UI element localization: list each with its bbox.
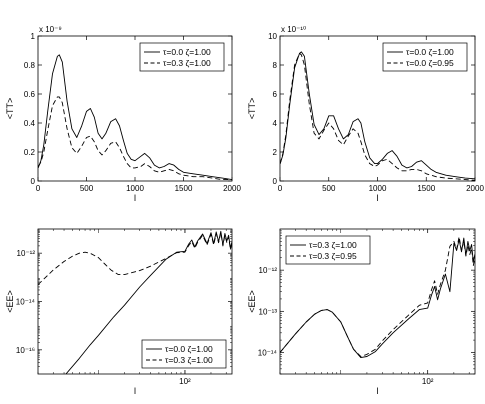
y-tick-label: 10⁻¹⁴ bbox=[258, 348, 278, 357]
chart-panel-top-right: 0 500 1000 1500 2000 0 2 4 6 8 10 l <TT> x 10⁻¹⁰ τ=0.0… bbox=[247, 25, 484, 203]
x-axis-label: l bbox=[377, 386, 379, 396]
series-line-2 bbox=[280, 236, 475, 357]
legend-box bbox=[141, 339, 227, 369]
legend-entry-2: τ=0.0 ζ=0.95 bbox=[406, 58, 454, 68]
y-tick-label: 8 bbox=[273, 61, 278, 70]
y-tick-label: 0.4 bbox=[24, 119, 36, 128]
x-tick-label: 500 bbox=[80, 184, 94, 193]
x-tick-label: 0 bbox=[278, 184, 283, 193]
y-tick-label: 0.6 bbox=[24, 90, 36, 99]
y-axis-label: <EE> bbox=[5, 290, 15, 313]
y-tick-label: 10⁻¹² bbox=[17, 249, 36, 258]
y-tick-label: 0 bbox=[31, 177, 36, 186]
legend-entry-2: τ=0.3 ζ=1.00 bbox=[165, 355, 213, 365]
x-tick-label: 0 bbox=[36, 184, 41, 193]
legend: τ=0.3 ζ=1.00τ=0.3 ζ=0.95 bbox=[285, 235, 371, 265]
legend: τ=0.0 ζ=1.00τ=0.3 ζ=1.00 bbox=[139, 42, 225, 72]
chart-panel-bottom-right: 10² 10⁻¹⁴ 10⁻¹³ 10⁻¹² l <EE> τ=0.3 ζ=1.00τ=0.3… bbox=[247, 228, 476, 396]
series-line-2 bbox=[38, 232, 232, 285]
y-exponent-label: x 10⁻¹⁰ bbox=[281, 25, 306, 34]
y-exponent-label: x 10⁻⁹ bbox=[39, 25, 62, 34]
y-tick-label: 0.2 bbox=[24, 148, 36, 157]
x-tick-label: 10² bbox=[422, 377, 434, 386]
y-tick-label: 0 bbox=[273, 177, 278, 186]
series-line-1 bbox=[280, 237, 475, 359]
legend-entry-1: τ=0.3 ζ=1.00 bbox=[309, 240, 357, 250]
chart-panel-bottom-left: 10² 10⁻¹⁶ 10⁻¹⁴ 10⁻¹² l <EE> τ=0.0 ζ=1.00τ=0.3… bbox=[5, 228, 233, 396]
y-axis-label: <EE> bbox=[247, 290, 257, 313]
y-tick-label: 6 bbox=[273, 90, 278, 99]
legend-box bbox=[382, 42, 468, 72]
x-tick-label: 1500 bbox=[175, 184, 193, 193]
plot-frame bbox=[279, 228, 476, 375]
x-tick-label: 1000 bbox=[369, 184, 387, 193]
series-line-1 bbox=[280, 51, 475, 180]
chart-panel-top-left: 0 500 1000 1500 2000 0 0.2 0.4 0.6 0.8 1 l <TT> x 10⁻… bbox=[5, 25, 241, 203]
legend-entry-1: τ=0.0 ζ=1.00 bbox=[165, 344, 213, 354]
series-line-2 bbox=[38, 96, 232, 181]
y-tick-label: 4 bbox=[273, 119, 278, 128]
x-tick-label: 2000 bbox=[466, 184, 484, 193]
x-tick-label: 1000 bbox=[126, 184, 144, 193]
x-tick-label: 2000 bbox=[223, 184, 241, 193]
y-axis-label: <TT> bbox=[247, 98, 257, 120]
legend: τ=0.0 ζ=1.00τ=0.3 ζ=1.00 bbox=[141, 339, 227, 369]
y-tick-label: 10⁻¹⁴ bbox=[16, 298, 36, 307]
x-axis-label: l bbox=[134, 386, 136, 396]
y-tick-label: 10⁻¹⁶ bbox=[16, 346, 35, 355]
legend: τ=0.0 ζ=1.00τ=0.0 ζ=0.95 bbox=[382, 42, 468, 72]
legend-box bbox=[139, 42, 225, 72]
x-tick-label: 1500 bbox=[417, 184, 435, 193]
legend-entry-1: τ=0.0 ζ=1.00 bbox=[406, 47, 454, 57]
y-tick-label: 10 bbox=[268, 32, 277, 41]
legend-entry-1: τ=0.0 ζ=1.00 bbox=[163, 47, 211, 57]
x-tick-label: 500 bbox=[322, 184, 336, 193]
y-axis-label: <TT> bbox=[5, 98, 15, 120]
series-line-1 bbox=[38, 54, 232, 181]
x-axis-label: l bbox=[377, 193, 379, 203]
y-tick-label: 2 bbox=[273, 148, 278, 157]
legend-entry-2: τ=0.3 ζ=0.95 bbox=[309, 251, 357, 261]
y-tick-label: 10⁻¹² bbox=[259, 266, 278, 275]
legend-entry-2: τ=0.3 ζ=1.00 bbox=[163, 58, 211, 68]
legend-box bbox=[285, 235, 371, 265]
y-tick-label: 10⁻¹³ bbox=[259, 307, 278, 316]
x-axis-label: l bbox=[134, 193, 136, 203]
y-tick-label: 0.8 bbox=[24, 61, 36, 70]
y-tick-label: 1 bbox=[31, 32, 36, 41]
series-line-2 bbox=[280, 52, 475, 181]
x-tick-label: 10² bbox=[179, 377, 191, 386]
